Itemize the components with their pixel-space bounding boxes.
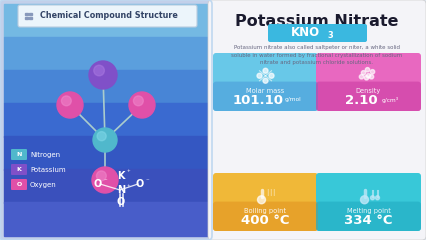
Text: KNO: KNO xyxy=(291,26,320,40)
Bar xyxy=(4,4,208,37)
FancyBboxPatch shape xyxy=(11,149,27,160)
Circle shape xyxy=(133,96,143,106)
Text: N: N xyxy=(16,152,22,157)
Circle shape xyxy=(359,75,364,79)
Circle shape xyxy=(257,196,265,204)
Text: Potassium nitrate also called saltpeter or niter, a white solid
soluble in water: Potassium nitrate also called saltpeter … xyxy=(231,45,403,65)
Text: Chemical Compound Structure: Chemical Compound Structure xyxy=(40,12,178,20)
Text: K: K xyxy=(117,171,125,181)
FancyBboxPatch shape xyxy=(316,53,421,111)
Circle shape xyxy=(94,65,104,76)
Circle shape xyxy=(269,73,274,78)
Text: 2.10: 2.10 xyxy=(345,94,377,107)
FancyBboxPatch shape xyxy=(18,5,197,27)
FancyBboxPatch shape xyxy=(316,82,421,111)
FancyBboxPatch shape xyxy=(208,0,426,240)
FancyBboxPatch shape xyxy=(213,202,318,231)
Text: Melting point: Melting point xyxy=(347,208,391,214)
FancyBboxPatch shape xyxy=(316,173,421,231)
FancyBboxPatch shape xyxy=(213,173,318,231)
Bar xyxy=(4,70,208,103)
Circle shape xyxy=(96,171,106,181)
Bar xyxy=(25,17,28,19)
Bar xyxy=(29,12,32,15)
Bar xyxy=(29,17,32,19)
Circle shape xyxy=(370,70,375,74)
Text: Potassium Nitrate: Potassium Nitrate xyxy=(235,14,399,30)
Circle shape xyxy=(369,75,374,79)
FancyBboxPatch shape xyxy=(316,202,421,231)
Text: ⁺: ⁺ xyxy=(126,170,130,176)
Text: O: O xyxy=(117,197,125,207)
Text: O: O xyxy=(136,179,144,189)
Circle shape xyxy=(57,92,83,118)
FancyBboxPatch shape xyxy=(268,24,367,42)
Text: 101.10: 101.10 xyxy=(233,94,283,107)
Bar xyxy=(4,136,208,170)
Text: O: O xyxy=(16,182,22,187)
Circle shape xyxy=(257,73,262,78)
Text: Oxygen: Oxygen xyxy=(30,181,57,187)
Circle shape xyxy=(263,68,268,73)
FancyBboxPatch shape xyxy=(213,82,318,111)
Bar xyxy=(4,37,208,70)
Text: Nitrogen: Nitrogen xyxy=(30,151,60,157)
Text: 334 °C: 334 °C xyxy=(344,214,393,227)
Text: ⁺: ⁺ xyxy=(126,185,130,191)
Circle shape xyxy=(92,167,118,193)
Circle shape xyxy=(360,196,368,204)
Text: g/mol: g/mol xyxy=(285,97,302,102)
Circle shape xyxy=(361,71,366,75)
Text: 3: 3 xyxy=(327,31,333,40)
FancyBboxPatch shape xyxy=(0,0,212,240)
Text: Potassium: Potassium xyxy=(30,167,66,173)
Text: Molar mass: Molar mass xyxy=(246,88,285,94)
Text: Boiling point: Boiling point xyxy=(245,208,287,214)
Text: g/cm³: g/cm³ xyxy=(381,97,398,103)
Bar xyxy=(4,202,208,236)
Text: ⁻: ⁻ xyxy=(145,178,149,184)
Bar xyxy=(4,169,208,203)
Circle shape xyxy=(366,68,370,72)
Text: ⁻: ⁻ xyxy=(103,178,107,184)
Circle shape xyxy=(93,128,117,152)
Bar xyxy=(25,12,28,15)
Text: N: N xyxy=(117,185,125,195)
Circle shape xyxy=(89,61,117,89)
Text: O: O xyxy=(94,179,102,189)
Text: |: | xyxy=(269,189,272,196)
Text: |: | xyxy=(266,189,269,196)
Circle shape xyxy=(366,73,371,78)
Circle shape xyxy=(263,78,268,83)
Text: K: K xyxy=(17,167,21,172)
Circle shape xyxy=(364,76,368,80)
Circle shape xyxy=(375,196,380,200)
Text: |: | xyxy=(272,189,275,196)
Circle shape xyxy=(97,132,106,141)
Text: 400 °C: 400 °C xyxy=(241,214,290,227)
Bar xyxy=(4,103,208,137)
FancyBboxPatch shape xyxy=(11,164,27,175)
Circle shape xyxy=(61,96,71,106)
FancyBboxPatch shape xyxy=(213,53,318,111)
Circle shape xyxy=(371,196,374,200)
Circle shape xyxy=(129,92,155,118)
Text: Density: Density xyxy=(356,88,381,94)
FancyBboxPatch shape xyxy=(11,179,27,190)
